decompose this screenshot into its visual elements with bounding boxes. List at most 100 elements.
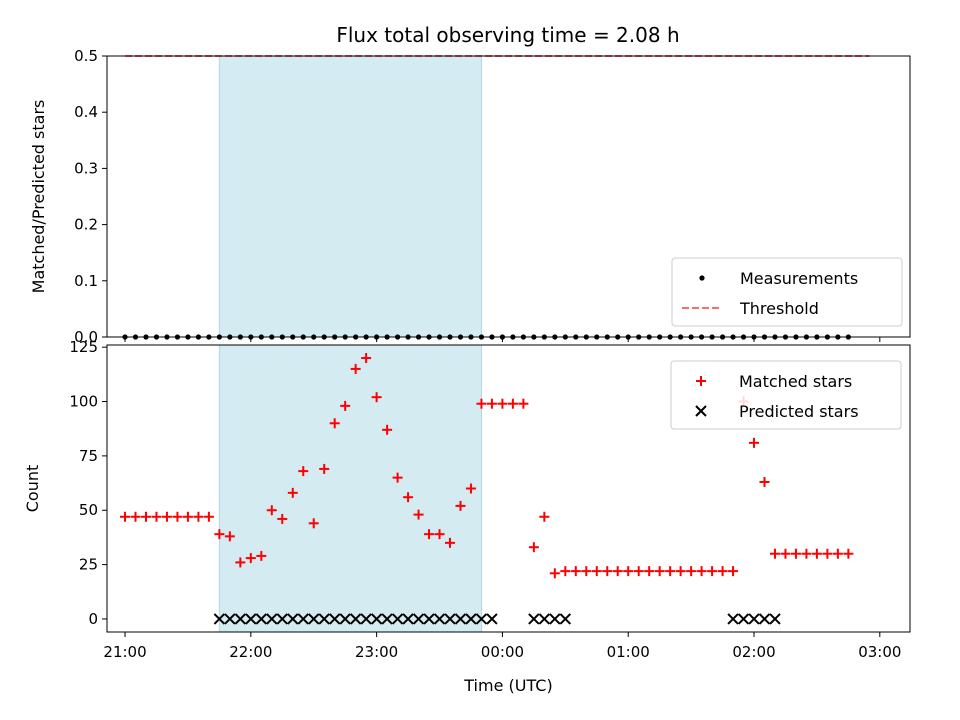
predicted-star-point bbox=[381, 613, 393, 625]
matched-star-point bbox=[319, 463, 330, 474]
matched-star-point bbox=[696, 566, 707, 577]
predicted-star-point bbox=[224, 613, 236, 625]
matched-star-point bbox=[518, 398, 529, 409]
matched-star-point bbox=[140, 511, 151, 522]
matched-star-point bbox=[256, 550, 267, 561]
matched-star-point bbox=[644, 566, 655, 577]
matched-star-point bbox=[717, 566, 728, 577]
matched-star-point bbox=[245, 553, 256, 564]
matched-star-point bbox=[465, 483, 476, 494]
matched-star-point bbox=[434, 529, 445, 540]
matched-star-point bbox=[486, 398, 497, 409]
bottom-y-axis-label: Count bbox=[23, 465, 42, 513]
matched-star-point bbox=[780, 548, 791, 559]
x-tick-label: 21:00 bbox=[103, 643, 146, 661]
matched-star-point bbox=[203, 511, 214, 522]
predicted-star-point bbox=[528, 613, 540, 625]
predicted-star-point bbox=[433, 613, 446, 625]
matched-star-point bbox=[528, 542, 539, 553]
matched-star-point bbox=[224, 531, 235, 542]
predicted-star-point bbox=[234, 613, 247, 625]
bottom-panel: 0 25 50 75 100 125 21:00 22:00 23:00 00:00 01:00 02… bbox=[23, 338, 911, 695]
x-tick-label: 03:00 bbox=[858, 643, 901, 661]
matched-star-point bbox=[591, 566, 602, 577]
y-tick-label: 0.3 bbox=[74, 159, 98, 177]
matched-star-point bbox=[371, 392, 382, 403]
matched-star-point bbox=[507, 398, 518, 409]
matched-star-point bbox=[707, 566, 718, 577]
x-tick-label: 01:00 bbox=[607, 643, 650, 661]
matched-star-point bbox=[476, 398, 487, 409]
matched-star-point bbox=[832, 548, 843, 559]
matched-star-point bbox=[560, 566, 571, 577]
predicted-star-point bbox=[370, 613, 383, 625]
matched-star-point bbox=[277, 513, 288, 524]
matched-star-point bbox=[161, 511, 172, 522]
predicted-star-point bbox=[402, 613, 414, 625]
matched-star-point bbox=[130, 511, 141, 522]
y-tick-label: 0.4 bbox=[74, 103, 98, 121]
matched-star-point bbox=[623, 566, 634, 577]
matched-star-point bbox=[801, 548, 812, 559]
bottom-panel-frame bbox=[106, 344, 911, 633]
legend-box bbox=[671, 257, 903, 327]
matched-star-point bbox=[329, 418, 340, 429]
predicted-star-point bbox=[349, 613, 362, 625]
matched-star-point bbox=[424, 529, 435, 540]
predicted-star-point bbox=[266, 613, 278, 625]
matched-star-point bbox=[728, 566, 739, 577]
matched-star-point bbox=[350, 363, 361, 374]
top-legend: Measurements Threshold bbox=[671, 257, 903, 327]
matched-star-point bbox=[581, 566, 592, 577]
y-tick-label: 125 bbox=[69, 338, 98, 356]
top-panel-frame bbox=[106, 55, 911, 338]
matched-star-point bbox=[182, 511, 193, 522]
predicted-star-point bbox=[245, 613, 257, 625]
matched-star-point bbox=[403, 492, 414, 503]
matched-star-point bbox=[811, 548, 822, 559]
matched-star-point bbox=[266, 505, 277, 516]
predicted-star-point bbox=[339, 613, 351, 625]
predicted-star-point bbox=[308, 613, 320, 625]
matched-star-point bbox=[822, 548, 833, 559]
y-tick-label: 25 bbox=[79, 556, 98, 574]
predicted-star-point bbox=[737, 613, 750, 625]
matched-star-point bbox=[843, 548, 854, 559]
matched-star-point bbox=[214, 529, 225, 540]
predicted-star-point bbox=[475, 613, 488, 625]
matched-star-point bbox=[633, 566, 644, 577]
predicted-star-point bbox=[391, 613, 404, 625]
y-tick-label: 100 bbox=[69, 393, 98, 411]
y-tick-label: 50 bbox=[79, 501, 98, 519]
matched-star-point bbox=[308, 518, 319, 529]
matched-star-point bbox=[675, 566, 686, 577]
predicted-star-point bbox=[318, 613, 330, 625]
bottom-legend: Matched stars Predicted stars bbox=[670, 360, 902, 430]
predicted-star-point bbox=[213, 613, 226, 625]
predicted-star-point bbox=[727, 613, 739, 625]
x-tick-label: 23:00 bbox=[355, 643, 398, 661]
chart-title: Flux total observing time = 2.08 h bbox=[336, 23, 679, 47]
predicted-star-point bbox=[287, 613, 299, 625]
y-tick-label: 0.5 bbox=[74, 47, 98, 65]
predicted-star-point bbox=[486, 613, 498, 625]
predicted-star-point bbox=[549, 613, 561, 625]
legend-label: Predicted stars bbox=[739, 402, 859, 421]
y-tick-label: 0 bbox=[88, 610, 98, 628]
matched-star-point bbox=[172, 511, 183, 522]
x-tick-label: 00:00 bbox=[481, 643, 524, 661]
matched-star-point bbox=[287, 487, 298, 498]
matched-star-point bbox=[665, 566, 676, 577]
matched-star-point bbox=[549, 568, 560, 579]
y-tick-label: 0.0 bbox=[74, 328, 98, 346]
legend-label: Measurements bbox=[740, 269, 858, 288]
matched-star-point bbox=[298, 466, 309, 477]
matched-star-point bbox=[361, 353, 372, 364]
predicted-star-point bbox=[769, 613, 781, 625]
top-panel: 0.0 0.1 0.2 0.3 0.4 0.5 Matched/Predicted sta… bbox=[29, 47, 911, 346]
legend-swatch bbox=[695, 405, 707, 417]
matched-star-point bbox=[445, 537, 456, 548]
matched-star-point bbox=[382, 424, 393, 435]
matched-star-point bbox=[151, 511, 162, 522]
matched-star-point bbox=[769, 548, 780, 559]
